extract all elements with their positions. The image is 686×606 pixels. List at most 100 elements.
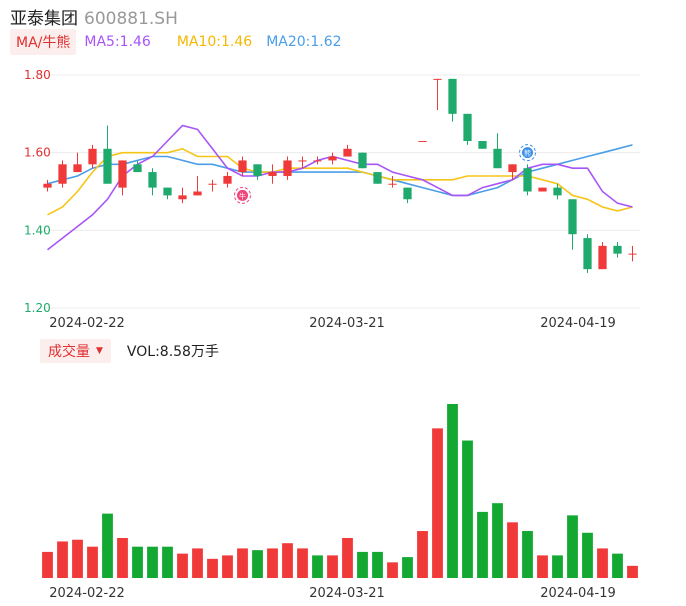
- bear-badge-icon: 熊: [519, 144, 536, 162]
- candle: [133, 160, 142, 173]
- ma5-label: MA5:1.46: [84, 34, 151, 50]
- volume-bar: [357, 551, 368, 578]
- ma20-line: [47, 144, 633, 197]
- price-x-tick-label: 2024-04-19: [540, 316, 616, 331]
- candle: [283, 156, 292, 180]
- candle-body: [193, 191, 202, 196]
- volume-bar: [342, 537, 353, 578]
- price-x-tick-label: 2024-03-21: [309, 316, 385, 331]
- price-gridlines: [40, 74, 640, 309]
- candle-body: [628, 253, 637, 255]
- bull-badge-icon-glyph: 牛: [239, 191, 246, 200]
- candle-body: [538, 187, 547, 192]
- volume-bar: [237, 548, 248, 578]
- candle: [343, 144, 352, 157]
- candle-body: [238, 160, 247, 173]
- signal-markers: 牛熊: [234, 144, 536, 204]
- volume-indicator-row: 成交量 ▼ VOL:8.58万手: [40, 339, 219, 363]
- candle: [583, 234, 592, 274]
- volume-bar: [447, 404, 458, 578]
- candle-body: [223, 175, 232, 184]
- ma20-label: MA20:1.62: [266, 34, 342, 50]
- volume-bar: [507, 522, 518, 578]
- price-y-tick-label: 1.80: [24, 68, 51, 82]
- candle: [208, 179, 217, 192]
- volume-bar: [582, 532, 593, 578]
- candle-body: [268, 172, 277, 176]
- candle-body: [148, 172, 157, 188]
- candle-body: [388, 183, 397, 185]
- candle: [103, 125, 112, 184]
- candle-body: [283, 160, 292, 176]
- volume-bar: [162, 546, 173, 578]
- volume-bars: [42, 404, 638, 578]
- ma-toggle-button[interactable]: MA/牛熊: [10, 29, 77, 55]
- candle: [118, 160, 127, 196]
- volume-bar: [522, 531, 533, 578]
- price-x-axis: 2024-02-22 2024-03-21 2024-04-19: [49, 316, 616, 331]
- caret-down-icon: ▼: [96, 346, 103, 356]
- volume-bar: [177, 553, 188, 578]
- volume-bar: [297, 548, 308, 578]
- volume-bar: [42, 551, 53, 578]
- candle-body: [88, 148, 97, 165]
- volume-bar: [327, 555, 338, 578]
- candle-body: [178, 195, 187, 200]
- candle-body: [433, 78, 442, 80]
- ma5-line: [47, 124, 633, 251]
- candle-body: [298, 160, 307, 162]
- candle-body: [163, 187, 172, 196]
- volume-bar: [627, 565, 638, 578]
- candle-body: [133, 164, 142, 173]
- candle-body: [43, 183, 52, 188]
- ma-indicator-row: MA/牛熊 MA5:1.46 MA10:1.46 MA20:1.62: [10, 29, 356, 55]
- volume-bar: [207, 558, 218, 578]
- candle-body: [343, 148, 352, 157]
- candle: [493, 133, 502, 169]
- volume-bar: [87, 546, 98, 578]
- price-y-tick-label: 1.60: [24, 146, 51, 160]
- stock-name: 亚泰集团: [10, 9, 78, 29]
- candle-body: [313, 160, 322, 162]
- candle: [508, 164, 517, 180]
- candle-body: [118, 160, 127, 188]
- volume-x-tick-label: 2024-02-22: [49, 586, 125, 601]
- volume-bar: [57, 541, 68, 578]
- candle-body: [253, 164, 262, 176]
- ma10-line: [47, 147, 633, 216]
- candle: [433, 78, 442, 110]
- candle: [358, 152, 367, 169]
- bull-badge-icon: 牛: [234, 186, 251, 204]
- volume-bar: [312, 555, 323, 578]
- candle-body: [613, 245, 622, 254]
- candle-body: [403, 187, 412, 200]
- volume-bar: [612, 553, 623, 578]
- stock-title: 亚泰集团 600881.SH: [10, 4, 178, 29]
- candle-body: [448, 78, 457, 114]
- candle: [253, 164, 262, 180]
- volume-bar: [477, 511, 488, 578]
- candle: [598, 241, 607, 270]
- volume-bar: [387, 562, 398, 578]
- volume-bar: [117, 537, 128, 578]
- candle: [148, 168, 157, 196]
- volume-toggle-label: 成交量: [48, 344, 90, 360]
- candle: [193, 175, 202, 196]
- candle: [568, 199, 577, 250]
- volume-bar: [417, 531, 428, 578]
- candle-body: [508, 164, 517, 173]
- candle: [238, 156, 247, 176]
- candle-body: [523, 168, 532, 192]
- candle-body: [208, 183, 217, 185]
- candle: [463, 113, 472, 145]
- candle-body: [568, 199, 577, 235]
- price-x-tick-label: 2024-02-22: [49, 316, 125, 331]
- candle: [328, 152, 337, 165]
- candle: [448, 78, 457, 122]
- volume-toggle-button[interactable]: 成交量 ▼: [40, 339, 111, 363]
- candle-body: [103, 148, 112, 184]
- candle: [298, 156, 307, 169]
- candle-body: [463, 113, 472, 142]
- candle-body: [493, 148, 502, 169]
